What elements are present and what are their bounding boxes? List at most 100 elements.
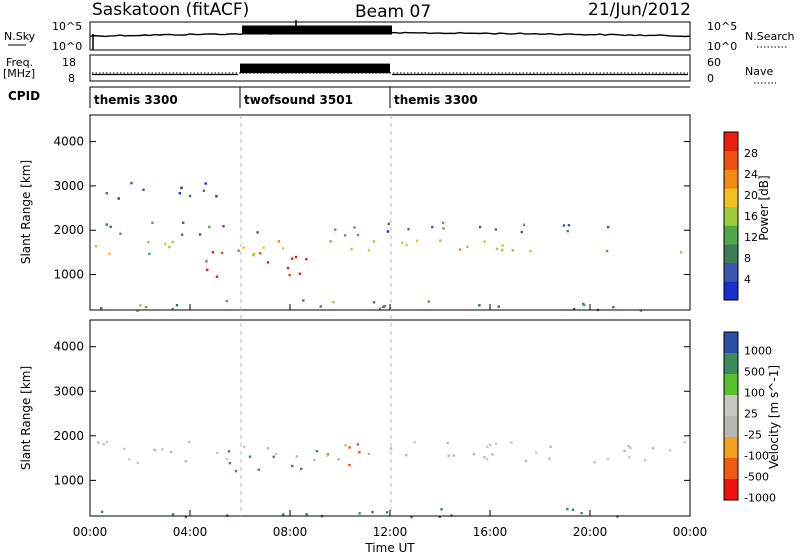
power-cell-75	[562, 224, 566, 227]
power-cell-31	[329, 240, 332, 243]
power-cell-27	[350, 247, 353, 251]
power-cell-49	[105, 192, 108, 195]
velocity-cell-39	[548, 457, 551, 460]
power-colorbar-swatch-6	[724, 169, 738, 189]
velocity-colorbar-tick-5: -100	[744, 450, 769, 463]
velocity-cell-15	[438, 515, 441, 518]
velocity-cell-68	[122, 447, 126, 451]
velocity-colorbar-tick-1: 500	[744, 366, 765, 379]
velocity-colorbar-swatch-7	[724, 479, 738, 501]
power-cell-13	[148, 252, 151, 255]
velocity-cell-60	[188, 440, 191, 444]
cpid-label: CPID	[8, 89, 40, 103]
velocity-colorbar-tick-4: -25	[744, 429, 762, 442]
power-cell-72	[182, 221, 185, 224]
velocity-cell-63	[242, 445, 246, 448]
power-cell-101	[175, 304, 179, 307]
power-cell-81	[256, 231, 259, 234]
velocity-cell-75	[413, 441, 416, 444]
velocity-cell-80	[446, 441, 449, 444]
velocity-cell-52	[97, 441, 100, 444]
power-cell-36	[298, 272, 302, 275]
power-cell-79	[181, 233, 184, 236]
power-cell-23	[253, 252, 256, 255]
velocity-ytick-2: 3000	[53, 384, 84, 398]
power-cell-76	[222, 225, 225, 228]
power-cell-45	[188, 194, 192, 198]
power-cell-56	[343, 234, 347, 237]
power-cell-19	[439, 239, 442, 242]
site-title: Saskatoon (fitACF)	[92, 0, 249, 20]
power-cell-86	[171, 307, 174, 311]
sky-ytick-bottom: 10^0	[52, 40, 82, 53]
power-cell-97	[383, 305, 386, 308]
velocity-cell-31	[571, 508, 575, 511]
power-ytick-2: 3000	[53, 179, 84, 193]
power-cell-60	[494, 228, 497, 231]
power-colorbar-swatch-2	[724, 244, 738, 264]
nave-ytick-bottom: 0	[707, 72, 714, 85]
velocity-colorbar-swatch-2	[724, 374, 738, 396]
power-cell-67	[522, 223, 526, 226]
velocity-cell-54	[483, 456, 486, 459]
freq-series	[92, 63, 688, 76]
velocity-cell-59	[629, 446, 632, 450]
power-cell-65	[151, 221, 154, 224]
velocity-cell-13	[358, 451, 361, 454]
power-cell-1	[242, 246, 245, 249]
velocity-cell-16	[184, 515, 188, 519]
velocity-cell-72	[344, 444, 347, 447]
power-colorbar-tick-4: 20	[744, 189, 758, 202]
power-cell-84	[639, 309, 643, 312]
power-colorbar-swatch-1	[724, 262, 738, 282]
velocity-colorbar-tick-3: 25	[744, 408, 758, 421]
power-cell-12	[94, 245, 98, 248]
velocity-cell-70	[549, 445, 552, 448]
power-cell-11	[171, 240, 174, 244]
power-cell-88	[378, 307, 382, 310]
power-cell-25	[367, 248, 371, 252]
velocity-colorbar-frame	[723, 331, 739, 501]
power-cell-95	[302, 299, 305, 302]
power-cell-9	[400, 241, 404, 245]
velocity-colorbar-label: Velocity [m s^-1]	[767, 365, 781, 469]
velocity-cell-36	[606, 457, 610, 461]
power-cell-32	[206, 268, 209, 272]
velocity-cell-5	[291, 464, 294, 468]
power-cell-42	[215, 275, 219, 278]
power-cell-3	[483, 240, 486, 243]
power-colorbar-label: Power [dB]	[757, 175, 771, 240]
power-cell-28	[277, 240, 281, 243]
beam-title: Beam 07	[355, 2, 431, 22]
xtick-1: 04:00	[173, 525, 208, 539]
velocity-cell-82	[105, 441, 109, 444]
velocity-cell-51	[683, 441, 686, 444]
velocity-cell-19	[410, 516, 413, 519]
velocity-cell-3	[234, 469, 238, 473]
velocity-cell-43	[447, 454, 450, 457]
velocity-cell-56	[524, 459, 528, 463]
power-cell-91	[136, 309, 139, 312]
date-title: 21/Jun/2012	[588, 0, 691, 20]
velocity-cell-32	[593, 461, 596, 464]
power-cell-7	[237, 249, 240, 252]
xtick-3: 12:00	[373, 525, 408, 539]
power-panel: 1000 2000 3000 4000 Slant Range [km] 4 8 12 16…	[19, 114, 771, 312]
velocity-colorbar-swatch-4	[724, 416, 738, 438]
power-cell-59	[334, 228, 337, 231]
power-colorbar-tick-0: 4	[744, 273, 751, 286]
power-colorbar-swatch-7	[724, 150, 738, 170]
power-cell-39	[205, 260, 208, 263]
velocity-cell-0	[315, 450, 319, 453]
power-colorbar-swatch-4	[724, 206, 738, 226]
power-cell-0	[605, 249, 609, 253]
velocity-cell-64	[128, 458, 131, 461]
velocity-cell-81	[472, 453, 476, 456]
power-cell-41	[259, 252, 262, 255]
velocity-cell-18	[371, 510, 374, 514]
velocity-cell-38	[102, 443, 105, 446]
power-cell-93	[572, 307, 576, 311]
velocity-ylabel: Slant Range [km]	[19, 366, 33, 470]
power-cell-20	[529, 249, 532, 253]
velocity-cell-65	[452, 454, 455, 457]
